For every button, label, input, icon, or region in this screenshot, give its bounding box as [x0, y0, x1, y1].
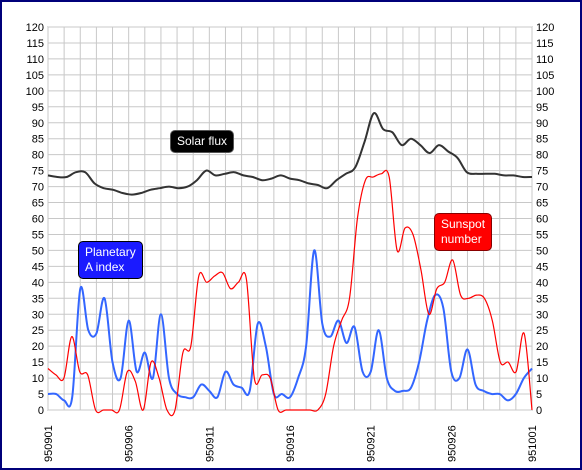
y-tick-label-left: 85 — [32, 134, 44, 146]
x-tick-label: 950906 — [124, 425, 136, 462]
y-tick-label-right: 85 — [536, 134, 548, 146]
solar-flux-label: Solar flux — [170, 130, 235, 153]
y-tick-label-right: 60 — [536, 214, 548, 226]
planetary-line — [47, 249, 533, 408]
y-tick-label-left: 35 — [32, 293, 44, 305]
x-tick-label: 950926 — [446, 425, 458, 462]
y-tick-label-right: 100 — [536, 86, 554, 98]
y-tick-label-left: 100 — [26, 86, 44, 98]
y-tick-label-left: 95 — [32, 102, 44, 114]
y-tick-label-right: 20 — [536, 341, 548, 353]
y-tick-label-right: 55 — [536, 229, 548, 241]
y-tick-label-right: 75 — [536, 166, 548, 178]
y-tick-label-left: 50 — [32, 245, 44, 257]
x-axis: 950901 950906 950911 950916 950921 950926 9510… — [43, 425, 539, 462]
x-tick-label: 951001 — [527, 425, 539, 462]
y-tick-label-left: 60 — [32, 214, 44, 226]
y-tick-label-right: 50 — [536, 245, 548, 257]
y-tick-label-right: 0 — [536, 405, 542, 417]
y-tick-label-left: 15 — [32, 357, 44, 369]
y-tick-label-left: 55 — [32, 229, 44, 241]
y-axis-right: 0 5 10 15 20 25 30 35 40 45 50 55 60 65 70 75 80 85 90 95 10… — [536, 22, 554, 417]
series-lines — [47, 112, 533, 417]
y-tick-label-right: 30 — [536, 309, 548, 321]
y-tick-label-right: 110 — [536, 54, 554, 66]
y-tick-label-left: 75 — [32, 166, 44, 178]
y-tick-label-left: 120 — [26, 22, 44, 34]
y-tick-label-right: 15 — [536, 357, 548, 369]
y-tick-label-left: 115 — [26, 38, 44, 50]
x-tick-label: 950911 — [204, 426, 216, 462]
y-tick-label-right: 70 — [536, 182, 548, 194]
planetary-a-index-label: Planetary A index — [78, 241, 143, 279]
y-tick-label-left: 0 — [38, 405, 44, 417]
y-axis-left: 0 5 10 15 20 25 30 35 40 45 50 55 60 65 70 75 80 85 90 95 10… — [26, 22, 44, 417]
y-tick-label-left: 5 — [38, 389, 44, 401]
y-tick-label-right: 45 — [536, 261, 548, 273]
y-tick-label-left: 20 — [32, 341, 44, 353]
y-tick-label-right: 120 — [536, 22, 554, 34]
x-tick-label: 950901 — [43, 425, 55, 462]
y-tick-label-left: 40 — [32, 277, 44, 289]
y-tick-label-right: 65 — [536, 198, 548, 210]
y-tick-label-right: 80 — [536, 150, 548, 162]
y-tick-label-left: 90 — [32, 118, 44, 130]
y-tick-label-right: 35 — [536, 293, 548, 305]
y-tick-label-right: 5 — [536, 389, 542, 401]
y-tick-label-left: 105 — [26, 70, 44, 82]
sunspot-number-label: Sunspot number — [434, 213, 493, 251]
y-tick-label-left: 45 — [32, 261, 44, 273]
solar_flux-line — [47, 112, 533, 196]
y-tick-label-left: 10 — [32, 373, 44, 385]
y-tick-label-left: 80 — [32, 150, 44, 162]
y-tick-label-right: 40 — [536, 277, 548, 289]
y-tick-label-right: 115 — [536, 38, 554, 50]
y-tick-label-right: 105 — [536, 70, 554, 82]
y-tick-label-right: 90 — [536, 118, 548, 130]
y-tick-label-left: 30 — [32, 309, 44, 321]
y-tick-label-right: 10 — [536, 373, 548, 385]
y-tick-label-left: 25 — [32, 325, 44, 337]
x-tick-label: 950921 — [366, 425, 378, 462]
y-tick-label-left: 65 — [32, 198, 44, 210]
y-tick-label-right: 95 — [536, 102, 548, 114]
sunspot-line — [47, 169, 533, 417]
y-tick-label-right: 25 — [536, 325, 548, 337]
y-tick-label-left: 70 — [32, 182, 44, 194]
x-tick-label: 950916 — [285, 425, 297, 462]
y-tick-label-left: 110 — [26, 54, 44, 66]
